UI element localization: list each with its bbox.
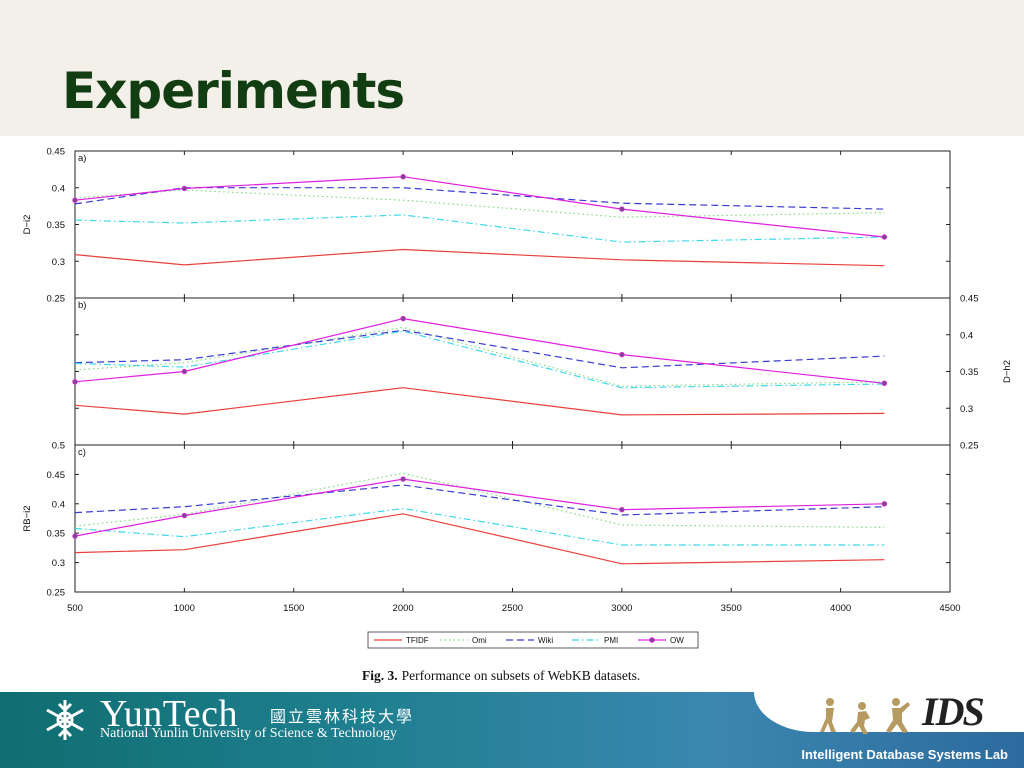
y-tick-label: 0.45 (960, 294, 979, 305)
series-line-ow (74, 176, 885, 238)
legend-marker (649, 637, 655, 643)
data-point (400, 315, 406, 322)
lab-name: Intelligent Database Systems Lab (801, 747, 1008, 762)
y-tick-label: 0.35 (47, 529, 66, 540)
university-chinese-name: 國立雲林科技大學 (270, 707, 415, 726)
series-line-pmi (74, 507, 885, 546)
caption-text: Performance on subsets of WebKB datasets… (401, 668, 641, 683)
data-point (181, 512, 188, 519)
panel-label: c) (78, 447, 86, 458)
series-line-tfidf (74, 513, 885, 565)
y-tick-label: 0.4 (960, 330, 973, 341)
lab-logo-icon: IDS (922, 692, 985, 734)
x-tick-label: 1000 (174, 603, 195, 614)
university-logo-text: YunTech (100, 693, 239, 735)
y-tick-label: 0.45 (47, 147, 66, 158)
data-point (881, 234, 888, 240)
y-tick-label: 0.35 (47, 220, 66, 231)
panel-frame (74, 150, 951, 299)
legend-label: TFIDF (406, 636, 429, 645)
panel-frame (74, 297, 951, 446)
y-tick-label: 0.25 (47, 294, 66, 305)
legend-label: Wiki (538, 636, 553, 645)
y-tick-label: 0.25 (960, 441, 979, 452)
data-point (881, 380, 888, 386)
x-tick-label: 2000 (393, 603, 414, 614)
series-line-tfidf (74, 387, 885, 416)
x-tick-label: 3500 (721, 603, 742, 614)
snowflake-logo-icon (46, 700, 84, 740)
data-point (72, 197, 78, 203)
title-bar (0, 0, 1024, 136)
legend-label: PMI (604, 636, 618, 645)
legend-label: Omi (472, 636, 487, 645)
data-point (400, 174, 406, 180)
x-tick-label: 4500 (939, 603, 960, 614)
legend-label: OW (670, 636, 684, 645)
series-line-tfidf (74, 248, 885, 267)
y-axis-label: D−i2 (22, 215, 33, 235)
panel-label: a) (78, 153, 86, 164)
series-line-pmi (74, 214, 885, 243)
panel-label: b) (78, 300, 86, 311)
series-line-wiki (74, 329, 885, 369)
running-figures-icon (820, 698, 910, 734)
data-point (181, 368, 188, 375)
y-tick-label: 0.3 (960, 404, 973, 415)
y-tick-label: 0.4 (52, 499, 65, 510)
x-tick-label: 2500 (502, 603, 523, 614)
y-axis-label: D−h2 (1002, 360, 1013, 383)
x-tick-label: 4000 (830, 603, 851, 614)
series-line-pmi (74, 330, 885, 389)
x-tick-label: 3000 (611, 603, 632, 614)
y-axis-label: RB−i2 (22, 505, 33, 531)
x-tick-label: 1500 (283, 603, 304, 614)
y-tick-label: 0.35 (960, 367, 979, 378)
data-point (400, 476, 406, 482)
caption-label: Fig. 3. (362, 668, 398, 683)
data-point (181, 185, 188, 192)
slide-title: Experiments (62, 62, 405, 120)
data-point (619, 206, 625, 212)
y-tick-label: 0.3 (52, 257, 65, 268)
y-tick-label: 0.45 (47, 470, 66, 481)
data-point (72, 379, 78, 385)
university-english-name: National Yunlin University of Science & … (100, 726, 397, 741)
series-line-ow (74, 478, 885, 537)
footer-bar: YunTech 國立雲林科技大學 National Yunlin Univers… (0, 692, 1024, 768)
panel-frame (74, 444, 951, 593)
series-line-omi (74, 326, 885, 387)
y-tick-label: 0.3 (52, 558, 65, 569)
x-tick-label: 500 (67, 603, 83, 614)
data-point (881, 501, 888, 507)
series-line-omi (74, 189, 885, 218)
y-tick-label: 0.4 (52, 183, 65, 194)
data-point (72, 533, 78, 539)
series-line-omi (74, 472, 885, 528)
performance-chart: a) 0.25 0.3 0.35 0.4 0.45 D−i2 b) 0.25 0.3 0.35 0.4… (22, 147, 1013, 649)
data-point (619, 351, 625, 358)
figure-caption: Fig. 3. Performance on subsets of WebKB d… (362, 668, 640, 684)
y-tick-label: 0.5 (52, 441, 65, 452)
y-tick-label: 0.25 (47, 588, 66, 599)
data-point (619, 506, 625, 513)
footer-logo-area (754, 692, 1024, 732)
